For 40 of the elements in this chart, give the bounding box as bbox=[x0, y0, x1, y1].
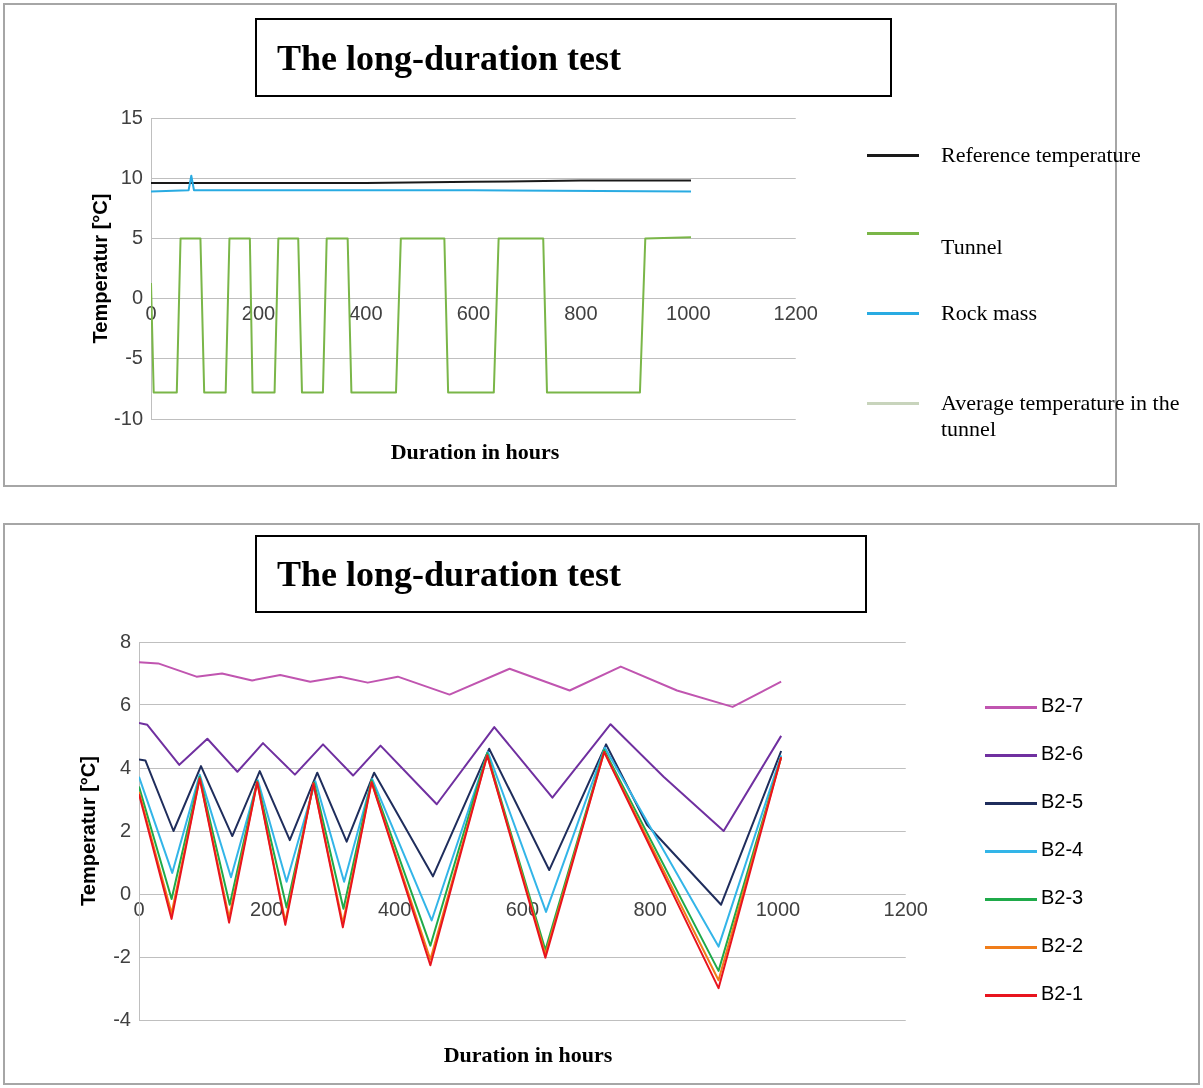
y-tick-label: -10 bbox=[114, 406, 143, 429]
chart-title: The long-duration test bbox=[255, 535, 867, 613]
x-tick-label: 400 bbox=[349, 302, 383, 325]
legend-label: Average temperature in the tunnel bbox=[941, 390, 1181, 442]
legend-label: B2-5 bbox=[1041, 790, 1084, 813]
legend-label: B2-1 bbox=[1041, 982, 1084, 1005]
y-tick-label: 4 bbox=[119, 755, 131, 778]
y-axis-title: Temperatur [°C] bbox=[88, 193, 111, 344]
legend-label: B2-7 bbox=[1041, 694, 1084, 717]
legend-label: Reference temperature bbox=[941, 142, 1141, 168]
y-tick-label: 6 bbox=[119, 692, 131, 715]
x-tick-label: 600 bbox=[456, 302, 491, 325]
y-tick-label: 2 bbox=[119, 818, 131, 841]
x-tick-label: 1200 bbox=[773, 302, 818, 325]
x-tick-label: 1200 bbox=[883, 897, 928, 920]
y-axis-title: Temperatur [°C] bbox=[76, 756, 99, 906]
y-tick-label: 15 bbox=[120, 105, 143, 128]
y-tick-label: 8 bbox=[119, 629, 131, 652]
chart-title: The long-duration test bbox=[255, 18, 892, 97]
y-tick-label: 0 bbox=[119, 881, 131, 904]
x-axis-title: Duration in hours bbox=[389, 439, 561, 465]
legend-label: B2-4 bbox=[1041, 838, 1084, 861]
y-tick-label: -4 bbox=[113, 1007, 131, 1030]
legend-label: Rock mass bbox=[941, 300, 1037, 326]
x-axis-title: Duration in hours bbox=[442, 1042, 614, 1068]
x-tick-label: 400 bbox=[377, 897, 412, 920]
y-tick-label: -5 bbox=[125, 346, 143, 369]
x-tick-label: 1000 bbox=[755, 897, 801, 920]
y-tick-label: 0 bbox=[131, 286, 143, 309]
x-tick-label: 800 bbox=[564, 302, 598, 325]
x-tick-label: 200 bbox=[250, 897, 284, 920]
y-tick-label: 10 bbox=[120, 165, 143, 188]
legend-label: Tunnel bbox=[941, 234, 1003, 260]
x-tick-label: 1000 bbox=[666, 302, 711, 325]
legend-label: B2-6 bbox=[1041, 742, 1084, 765]
y-tick-label: 5 bbox=[131, 225, 143, 248]
legend-label: B2-2 bbox=[1041, 934, 1084, 957]
x-tick-label: 800 bbox=[633, 897, 667, 920]
y-tick-label: -2 bbox=[113, 944, 131, 967]
legend-label: B2-3 bbox=[1041, 886, 1084, 909]
